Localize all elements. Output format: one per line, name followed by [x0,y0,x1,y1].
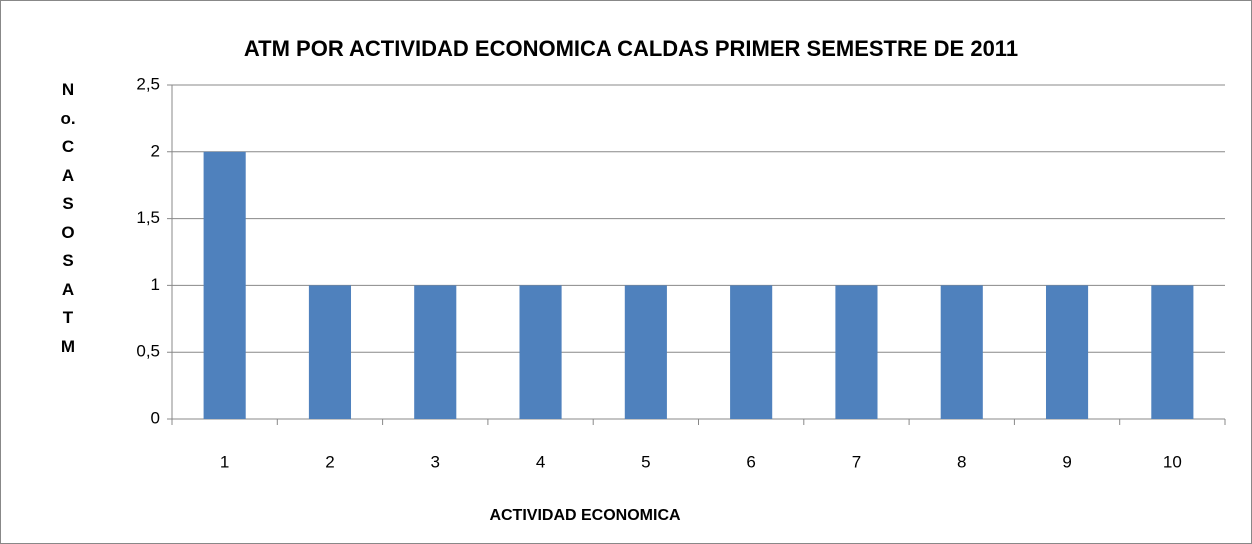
y-tick-label: 2 [151,141,160,160]
bar [414,285,457,419]
x-tick-label: 5 [641,452,650,471]
x-tick-label: 6 [746,452,755,471]
x-tick-label: 10 [1163,452,1182,471]
x-tick-label: 9 [1062,452,1071,471]
bar [624,285,667,419]
bar [835,285,878,419]
x-tick-label: 7 [852,452,861,471]
x-tick-label: 1 [220,452,229,471]
y-axis-label: No.CASOSATM [60,80,76,356]
bar [203,151,246,420]
chart-title: ATM POR ACTIVIDAD ECONOMICA CALDAS PRIME… [244,36,1018,61]
y-tick-label: 0 [151,408,160,427]
x-axis-label: ACTIVIDAD ECONOMICA [489,507,681,524]
x-tick-label: 2 [325,452,334,471]
x-tick-label: 4 [536,452,545,471]
bar [1151,285,1194,419]
bar [308,285,352,419]
y-tick-label: 1,5 [136,208,160,227]
bar [1045,285,1089,419]
y-tick-label: 2,5 [136,74,160,93]
bar [940,285,983,419]
x-tick-label: 3 [431,452,440,471]
bar [519,285,562,419]
bar [730,285,773,419]
y-tick-label: 0,5 [136,342,160,361]
x-tick-label: 8 [957,452,966,471]
y-tick-label: 1 [151,275,160,294]
